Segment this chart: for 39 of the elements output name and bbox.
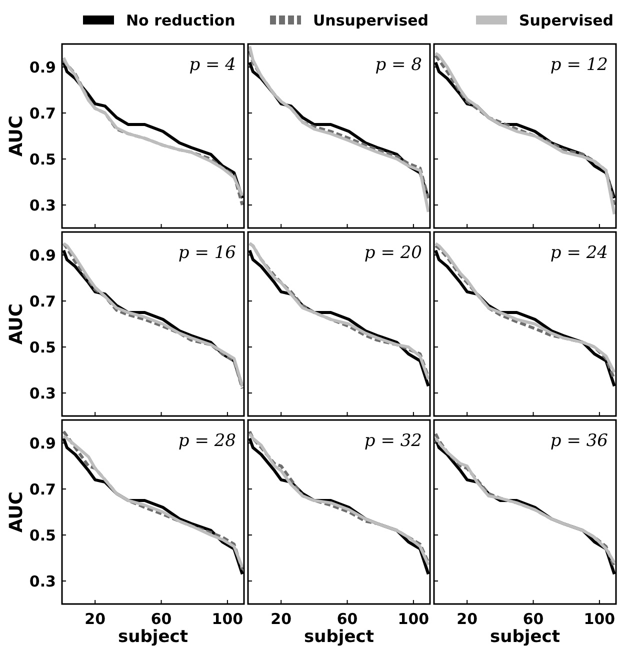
x-tick-label: 20 — [456, 610, 478, 628]
y-tick-label: 0.5 — [29, 338, 56, 356]
y-tick-label: 0.7 — [29, 104, 56, 122]
x-tick-label: 60 — [150, 610, 172, 628]
text: p = 4 — [189, 55, 236, 75]
text: p = 8 — [375, 55, 422, 75]
text: p = 12 — [550, 55, 608, 75]
text: p = 28 — [178, 431, 236, 451]
y-axis-title: AUC — [6, 115, 27, 157]
text: p = 24 — [550, 243, 608, 263]
x-axis-title: subject — [304, 627, 374, 647]
y-tick-label: 0.7 — [29, 292, 56, 310]
legend-label: Unsupervised — [313, 11, 429, 30]
text: p = 16 — [178, 243, 236, 263]
y-axis-title: AUC — [6, 491, 27, 533]
y-tick-label: 0.3 — [29, 572, 56, 590]
y-tick-label: 0.3 — [29, 196, 56, 214]
x-tick-label: 20 — [84, 610, 106, 628]
y-tick-label: 0.9 — [29, 58, 56, 76]
text: p = 32 — [364, 431, 422, 451]
x-axis-title: subject — [118, 627, 188, 647]
y-tick-label: 0.7 — [29, 480, 56, 498]
y-tick-label: 0.5 — [29, 526, 56, 544]
legend-label: No reduction — [126, 11, 236, 30]
x-tick-label: 20 — [270, 610, 292, 628]
y-tick-label: 0.3 — [29, 384, 56, 402]
y-tick-label: 0.9 — [29, 434, 56, 452]
legend-label: Supervised — [519, 11, 614, 30]
y-tick-label: 0.9 — [29, 246, 56, 264]
x-tick-label: 60 — [336, 610, 358, 628]
text: p = 36 — [550, 431, 608, 451]
x-tick-label: 100 — [212, 610, 244, 628]
x-axis-title: subject — [490, 627, 560, 647]
x-tick-label: 100 — [584, 610, 616, 628]
y-axis-title: AUC — [6, 303, 27, 345]
y-tick-label: 0.5 — [29, 150, 56, 168]
x-tick-label: 100 — [398, 610, 430, 628]
x-tick-label: 60 — [522, 610, 544, 628]
text: p = 20 — [364, 243, 422, 263]
